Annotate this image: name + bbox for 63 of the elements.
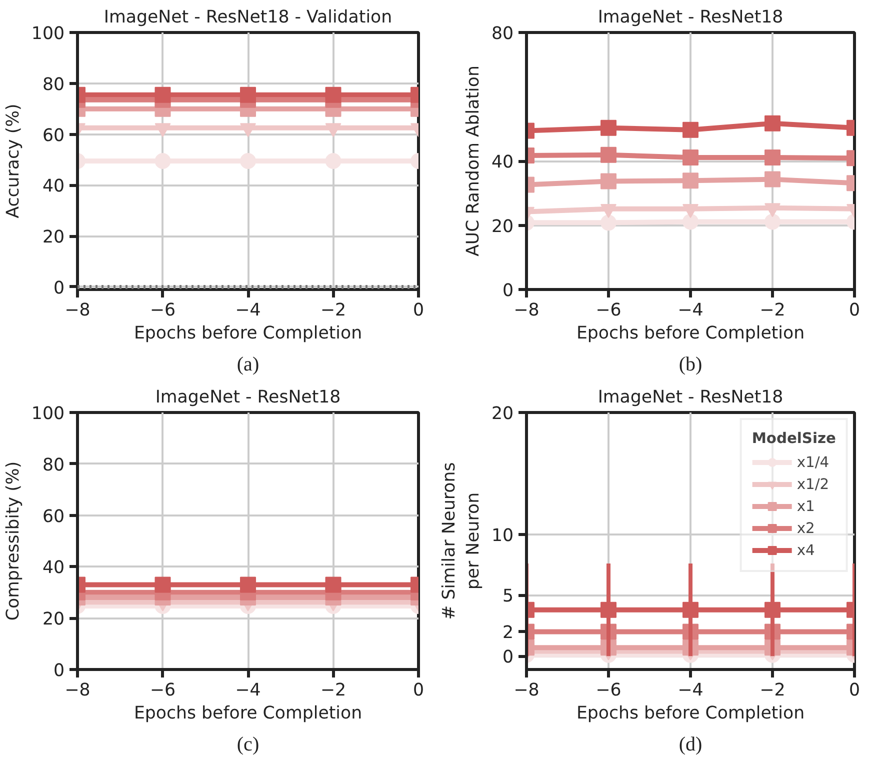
x-tick-label: 0 [412,680,424,700]
x-tick-label: −8 [514,680,540,700]
chart-title: ImageNet - ResNet18 - Validation [104,8,392,28]
text: (b) [678,354,702,376]
y-tick-label: 2 [502,623,514,644]
x-tick-label: −6 [150,680,176,700]
y-tick-label: 80 [42,74,65,95]
x-axis-title: Epochs before Completion [134,704,362,724]
legend-label: x2 [796,520,816,536]
y-axis-title: Accuracy (%) [3,104,24,218]
legend-label: x4 [796,542,816,558]
chart-title: ImageNet - ResNet18 [598,388,784,408]
y-tick-label: 60 [42,506,65,527]
y-tick-label: 40 [491,152,514,172]
y-tick-label: 0 [502,281,514,301]
y-tick-label: 20 [491,404,514,424]
x-tick-label: −6 [150,300,176,320]
x-tick-label: −2 [760,680,786,700]
x-tick-label: −8 [514,300,540,320]
legend-title: ModelSize [752,430,836,447]
x-tick-label: −4 [678,680,704,700]
chart-title: ImageNet - ResNet18 [155,388,341,408]
y-tick-label: 20 [491,216,514,237]
x-tick-label: −8 [64,680,90,700]
legend-label: x1/4 [796,454,830,470]
x-tick-label: −6 [596,680,622,700]
y-tick-label: 40 [42,176,65,197]
y-tick-label: 0 [53,661,65,681]
x-axis-title: Epochs before Completion [134,324,362,344]
y-tick-label: 0 [53,278,65,298]
y-tick-label: 100 [31,24,65,44]
x-tick-label: −2 [320,300,346,320]
x-axis-title: Epochs before Completion [576,704,805,724]
x-tick-label: −2 [760,300,786,320]
y-tick-label: 40 [42,558,65,578]
x-tick-label: 0 [848,680,860,700]
text: (d) [678,734,702,756]
x-tick-label: −4 [678,300,704,320]
y-tick-label: 60 [42,126,65,146]
x-tick-label: 0 [412,300,424,320]
chart-title: ImageNet - ResNet18 [598,8,784,28]
x-tick-label: −8 [64,300,90,320]
x-tick-label: −6 [596,300,622,320]
legend-label: x1 [796,498,816,514]
text: (a) [236,354,260,376]
legend-label: x1/2 [796,476,830,492]
y-tick-label: 5 [502,586,514,607]
y-axis-title: AUC Random Ablation [463,66,484,256]
y-tick-label: 0 [502,648,514,668]
x-tick-label: 0 [848,300,860,320]
y-tick-label: 20 [42,610,65,630]
y-axis-title: Compressibity (%) [3,461,24,621]
y-tick-label: 100 [31,404,65,424]
y-tick-label: 80 [491,24,514,44]
text: (c) [236,734,260,756]
x-tick-label: −4 [235,680,261,700]
x-tick-label: −4 [235,300,261,320]
y-axis-title: # Similar Neurons per Neuron [439,462,484,620]
x-tick-label: −2 [320,680,346,700]
y-tick-label: 10 [491,526,514,546]
y-tick-label: 20 [42,228,65,248]
y-tick-label: 80 [42,455,65,476]
x-axis-title: Epochs before Completion [576,324,805,344]
